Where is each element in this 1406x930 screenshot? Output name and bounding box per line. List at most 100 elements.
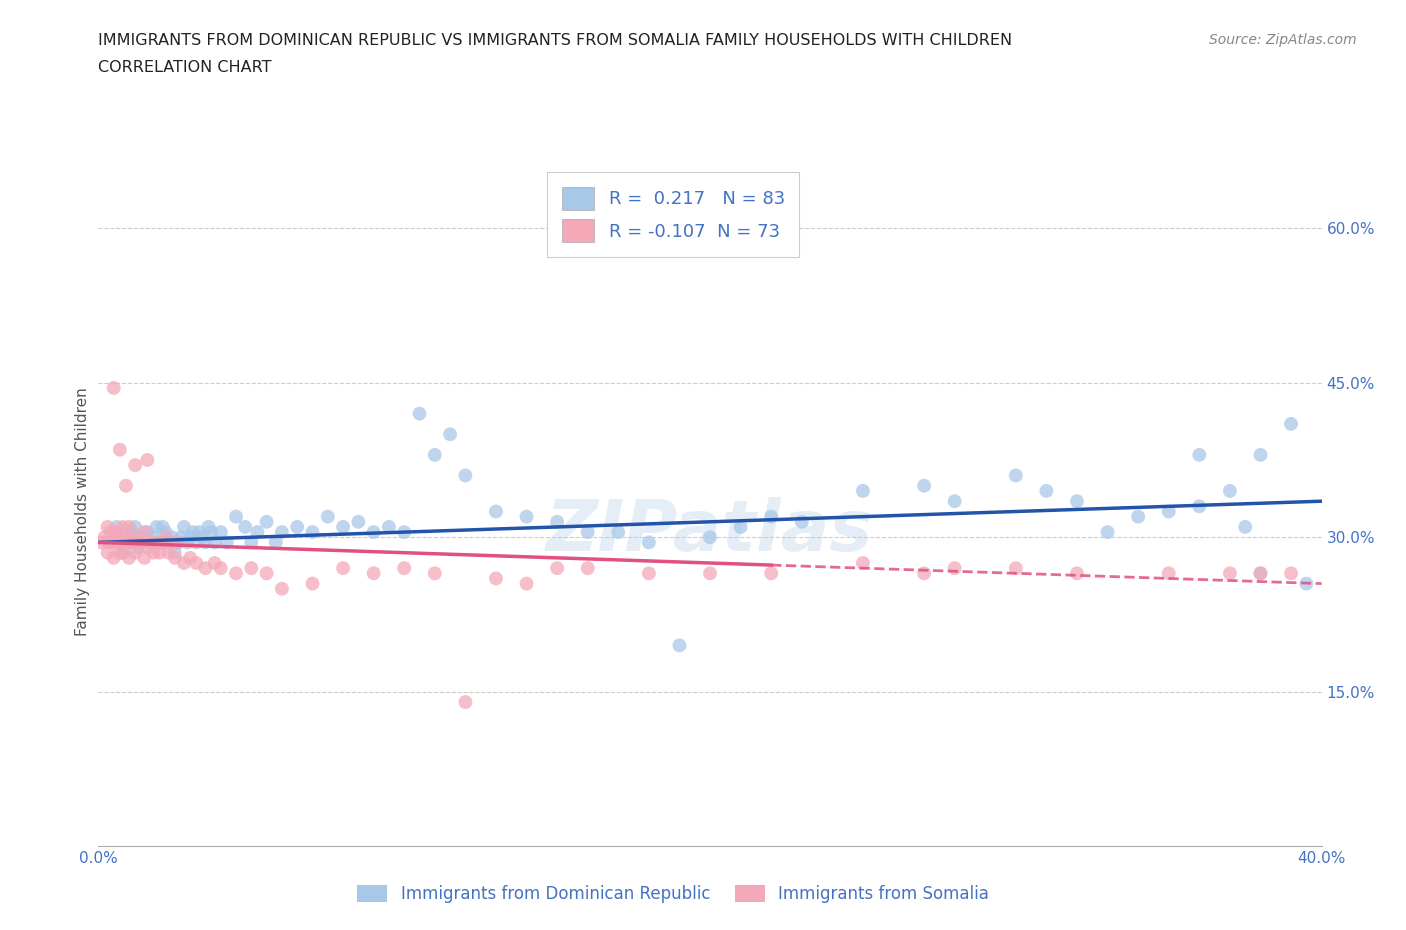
Point: [852, 555, 875, 570]
Point: [139, 535, 162, 550]
Point: [142, 530, 165, 545]
Point: [347, 514, 370, 529]
Point: [90, 535, 112, 550]
Point: [285, 520, 308, 535]
Point: [516, 510, 538, 525]
Point: [225, 510, 247, 525]
Point: [1279, 565, 1302, 580]
Point: [160, 530, 183, 545]
Point: [270, 581, 292, 596]
Point: [378, 520, 401, 535]
Point: [943, 561, 966, 576]
Point: [136, 540, 159, 555]
Point: [124, 458, 146, 472]
Point: [912, 565, 935, 580]
Point: [145, 535, 167, 550]
Point: [1004, 468, 1026, 483]
Point: [408, 406, 430, 421]
Point: [127, 535, 149, 550]
Point: [163, 545, 186, 560]
Point: [163, 551, 186, 565]
Point: [167, 535, 190, 550]
Point: [1035, 484, 1057, 498]
Point: [188, 525, 211, 539]
Point: [1004, 561, 1026, 576]
Point: [115, 535, 138, 550]
Point: [204, 555, 226, 570]
Point: [1279, 417, 1302, 432]
Point: [363, 525, 385, 539]
Point: [152, 535, 174, 550]
Point: [1097, 525, 1119, 539]
Point: [576, 525, 599, 539]
Point: [576, 561, 599, 576]
Point: [124, 545, 146, 560]
Point: [546, 561, 568, 576]
Point: [516, 577, 538, 591]
Point: [912, 478, 935, 493]
Point: [149, 535, 172, 550]
Point: [115, 530, 138, 545]
Point: [730, 520, 752, 535]
Point: [155, 530, 177, 545]
Point: [1066, 565, 1088, 580]
Point: [118, 551, 141, 565]
Point: [100, 535, 122, 550]
Point: [167, 535, 190, 550]
Point: [240, 561, 263, 576]
Point: [197, 520, 219, 535]
Point: [270, 525, 292, 539]
Point: [607, 525, 630, 539]
Point: [103, 535, 125, 550]
Point: [121, 535, 143, 550]
Point: [111, 545, 134, 560]
Point: [200, 525, 222, 539]
Legend: Immigrants from Dominican Republic, Immigrants from Somalia: Immigrants from Dominican Republic, Immi…: [349, 877, 998, 911]
Point: [1219, 565, 1241, 580]
Point: [256, 514, 278, 529]
Point: [423, 447, 446, 462]
Point: [155, 525, 177, 539]
Point: [332, 561, 354, 576]
Point: [115, 530, 138, 545]
Point: [108, 535, 131, 550]
Point: [108, 443, 131, 458]
Point: [209, 525, 232, 539]
Point: [1249, 565, 1271, 580]
Point: [115, 478, 138, 493]
Point: [759, 510, 782, 525]
Point: [103, 551, 125, 565]
Point: [301, 577, 323, 591]
Point: [93, 530, 115, 545]
Point: [225, 565, 247, 580]
Point: [301, 525, 323, 539]
Point: [118, 520, 141, 535]
Point: [136, 525, 159, 539]
Point: [1219, 484, 1241, 498]
Point: [1295, 577, 1317, 591]
Point: [1128, 510, 1150, 525]
Point: [139, 535, 162, 550]
Point: [108, 545, 131, 560]
Point: [454, 695, 477, 710]
Point: [439, 427, 461, 442]
Point: [485, 571, 508, 586]
Point: [264, 535, 287, 550]
Point: [637, 535, 661, 550]
Point: [121, 525, 143, 539]
Text: ZIPatlas: ZIPatlas: [547, 498, 873, 566]
Point: [157, 545, 180, 560]
Point: [173, 520, 195, 535]
Point: [1157, 504, 1180, 519]
Point: [111, 520, 134, 535]
Point: [152, 520, 174, 535]
Point: [145, 520, 167, 535]
Point: [97, 520, 120, 535]
Point: [118, 535, 141, 550]
Point: [170, 530, 193, 545]
Text: CORRELATION CHART: CORRELATION CHART: [98, 60, 271, 75]
Point: [943, 494, 966, 509]
Point: [134, 530, 156, 545]
Point: [240, 535, 263, 550]
Point: [129, 530, 152, 545]
